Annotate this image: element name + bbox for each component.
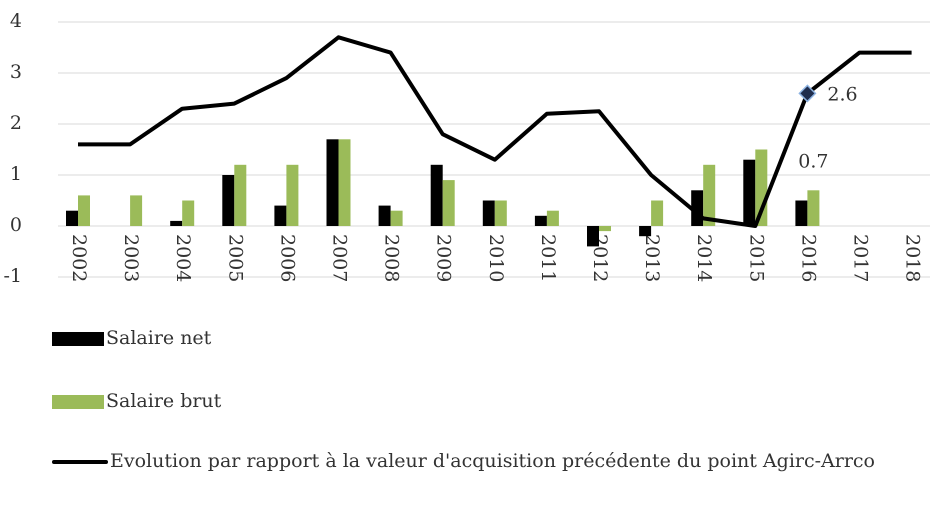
bar: [326, 139, 339, 226]
bar: [639, 226, 652, 237]
x-tick-label: 2011: [537, 234, 559, 282]
bar: [170, 220, 183, 226]
bar: [703, 164, 716, 226]
legend-swatch: [52, 332, 104, 346]
x-tick-label: 2010: [485, 234, 507, 282]
bar: [66, 210, 78, 226]
data-label: 0.7: [798, 150, 828, 172]
x-tick-label: 2007: [329, 234, 351, 282]
y-tick-label: 4: [10, 10, 22, 32]
bar: [222, 175, 235, 226]
chart: -1 0 1 2 3 4 2002 2003 2004 2005 2006 2007 2008 2009 2…: [3, 10, 930, 287]
y-tick-label: 3: [10, 61, 22, 83]
legend-item: Salaire brut: [52, 388, 892, 414]
bar: [599, 226, 611, 232]
bar: [286, 164, 299, 226]
y-tick-label: 1: [10, 163, 22, 185]
legend-label: Evolution par rapport à la valeur d'acqu…: [110, 450, 876, 472]
bar: [546, 210, 559, 226]
bar: [378, 205, 391, 226]
bar: [182, 200, 195, 226]
bar: [795, 200, 808, 226]
bar: [274, 205, 287, 226]
legend-swatch: [52, 460, 108, 464]
bar: [78, 195, 90, 226]
legend-label: Salaire brut: [106, 390, 222, 412]
x-tick-label: 2016: [797, 234, 819, 282]
legend-item: Salaire net: [52, 325, 892, 351]
x-tick-label: 2008: [381, 234, 403, 282]
x-tick-label: 2002: [68, 234, 90, 282]
bar: [390, 210, 403, 226]
bar: [494, 200, 507, 226]
y-tick-label: 2: [10, 112, 22, 134]
bar: [430, 164, 443, 226]
x-tick-label: 2004: [172, 234, 194, 282]
legend-item: Evolution par rapport à la valeur d'acqu…: [52, 448, 892, 474]
x-tick-label: 2003: [120, 234, 142, 282]
x-tick-label: 2014: [693, 234, 715, 282]
bar: [482, 200, 495, 226]
bar: [587, 226, 599, 247]
legend-label: Salaire net: [106, 327, 212, 349]
x-tick-label: 2018: [902, 234, 924, 282]
bar: [807, 190, 820, 226]
x-tick-label: 2013: [641, 234, 663, 282]
bar: [743, 159, 756, 226]
bar: [130, 195, 143, 226]
x-tick-label: 2009: [433, 234, 455, 282]
bar: [338, 139, 351, 226]
x-tick-label: 2017: [850, 234, 872, 282]
bar: [534, 215, 547, 226]
y-tick-label: 0: [10, 214, 22, 236]
bar: [651, 200, 664, 226]
x-tick-label: 2005: [224, 234, 246, 282]
bar: [234, 164, 247, 226]
legend-swatch: [52, 395, 104, 409]
x-tick-label: 2015: [745, 234, 767, 282]
bar: [442, 180, 455, 226]
line: [78, 35, 912, 228]
y-tick-label: -1: [3, 265, 22, 287]
point-marker: [798, 84, 817, 103]
x-tick-label: 2006: [276, 234, 298, 282]
data-label: 2.6: [827, 83, 857, 105]
